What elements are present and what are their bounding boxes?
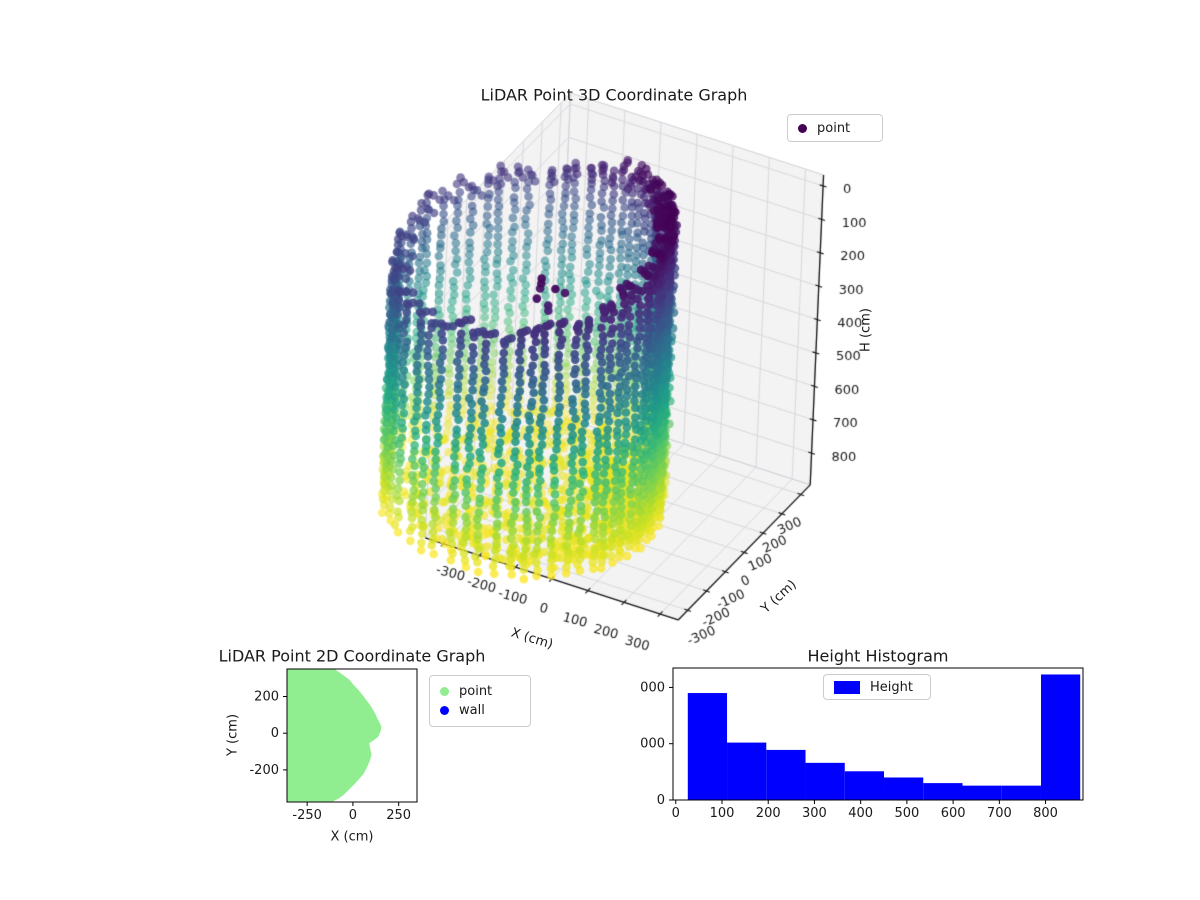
svg-text:300: 300 — [802, 806, 827, 821]
histogram-bar — [766, 749, 806, 800]
svg-text:100: 100 — [710, 806, 735, 821]
histogram-bar — [1001, 785, 1041, 800]
svg-text:500: 500 — [894, 806, 919, 821]
plot3d-title: LiDAR Point 3D Coordinate Graph — [480, 85, 748, 105]
legend-item-height: Height — [834, 680, 920, 695]
svg-text:400: 400 — [848, 806, 873, 821]
legend-item-point: point — [798, 121, 872, 136]
legend-item-wall: wall — [440, 703, 520, 718]
svg-text:700: 700 — [987, 806, 1012, 821]
svg-text:0: 0 — [349, 808, 357, 823]
histogram-bar — [1040, 674, 1081, 800]
histogram-bar — [844, 771, 885, 800]
wall-marker-icon — [440, 706, 449, 715]
point-cloud-footprint — [287, 669, 382, 802]
svg-text:800: 800 — [1033, 806, 1058, 821]
legend-label: point — [459, 684, 493, 699]
svg-text:250: 250 — [386, 808, 411, 823]
point-marker-icon — [440, 687, 449, 696]
plot3d-zaxis-label: H (cm) — [858, 308, 874, 352]
histogram-bar — [805, 762, 845, 800]
plot2d-title: LiDAR Point 2D Coordinate Graph — [218, 646, 486, 666]
plot2d-xaxis-label: X (cm) — [330, 829, 374, 845]
svg-text:200: 200 — [254, 690, 279, 705]
plot2d-legend: point wall — [429, 675, 531, 727]
histogram-bar — [687, 693, 728, 800]
plot2d-yaxis-label: Y (cm) — [225, 713, 241, 757]
histogram-bar — [923, 783, 963, 800]
svg-text:200: 200 — [756, 806, 781, 821]
point-marker-icon — [798, 123, 807, 133]
histogram-legend: Height — [823, 674, 931, 700]
histogram-title: Height Histogram — [807, 646, 949, 666]
svg-text:1000: 1000 — [640, 737, 665, 752]
svg-text:0: 0 — [672, 806, 680, 821]
legend-label: Height — [870, 679, 913, 695]
legend-item-point: point — [440, 684, 520, 699]
svg-text:600: 600 — [941, 806, 966, 821]
svg-text:-200: -200 — [249, 763, 279, 778]
svg-text:0: 0 — [657, 793, 665, 808]
legend-label: wall — [459, 703, 485, 718]
plot3d-legend: point — [787, 114, 883, 142]
histogram-bar — [727, 742, 767, 800]
histogram-bar — [962, 785, 1002, 800]
svg-text:0: 0 — [271, 726, 279, 741]
histogram-bar — [884, 777, 924, 800]
legend-label: point — [817, 120, 851, 136]
height-swatch-icon — [834, 680, 860, 694]
svg-text:-250: -250 — [292, 808, 322, 823]
lidar-2d-scatter-plot: -250 0 250 -200 0 200 — [249, 668, 418, 823]
